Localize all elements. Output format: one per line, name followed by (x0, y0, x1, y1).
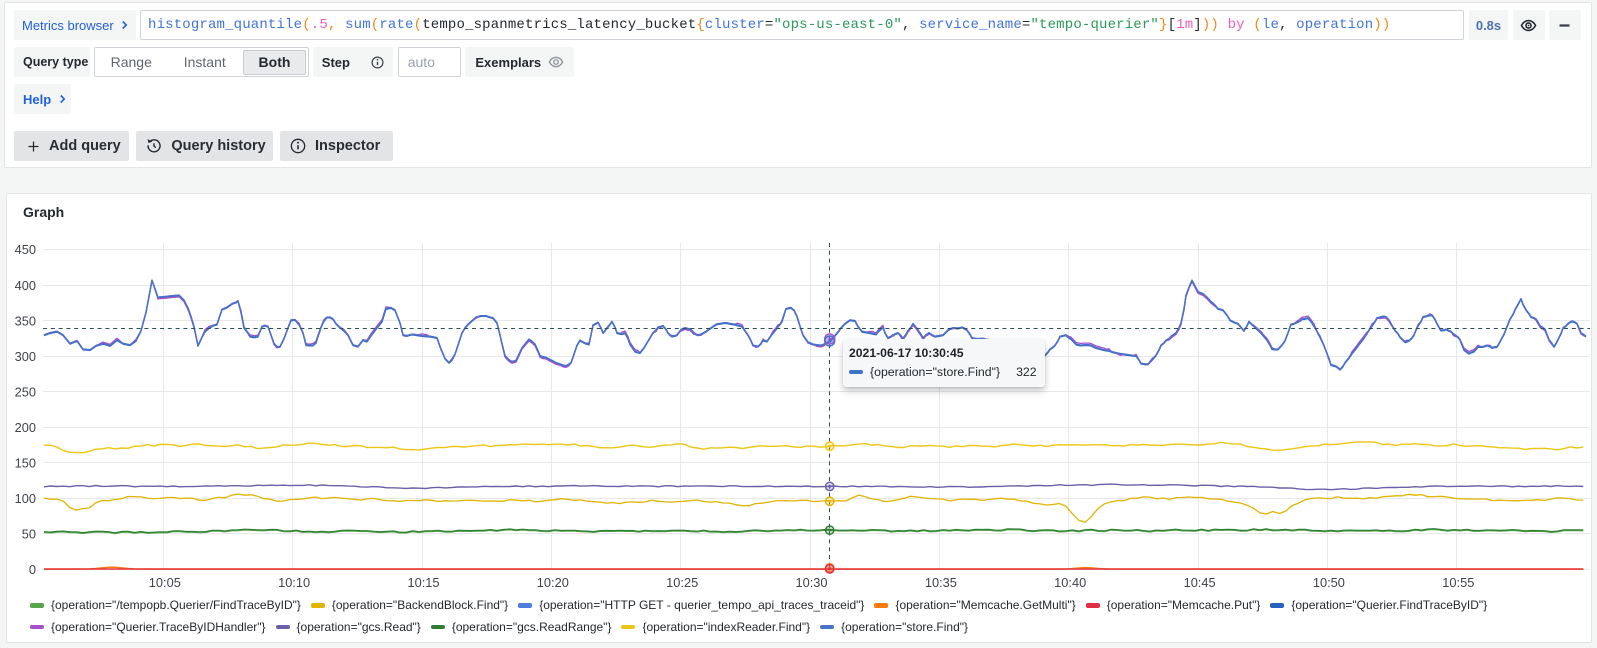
svg-text:10:05: 10:05 (149, 575, 181, 590)
svg-text:50: 50 (22, 527, 36, 542)
svg-text:400: 400 (15, 278, 36, 293)
svg-text:350: 350 (15, 313, 36, 328)
svg-text:100: 100 (15, 491, 36, 506)
svg-text:250: 250 (15, 384, 36, 399)
svg-text:10:40: 10:40 (1054, 575, 1086, 590)
svg-text:450: 450 (15, 242, 36, 257)
svg-text:200: 200 (15, 420, 36, 435)
svg-text:10:30: 10:30 (795, 575, 827, 590)
svg-text:10:50: 10:50 (1313, 575, 1345, 590)
svg-text:10:20: 10:20 (537, 575, 569, 590)
svg-text:10:35: 10:35 (925, 575, 957, 590)
svg-text:10:55: 10:55 (1442, 575, 1474, 590)
svg-text:300: 300 (15, 349, 36, 364)
svg-text:0: 0 (29, 562, 36, 577)
svg-text:10:10: 10:10 (278, 575, 310, 590)
svg-text:10:25: 10:25 (666, 575, 698, 590)
svg-text:150: 150 (15, 455, 36, 470)
svg-text:10:15: 10:15 (407, 575, 439, 590)
svg-text:10:45: 10:45 (1184, 575, 1216, 590)
